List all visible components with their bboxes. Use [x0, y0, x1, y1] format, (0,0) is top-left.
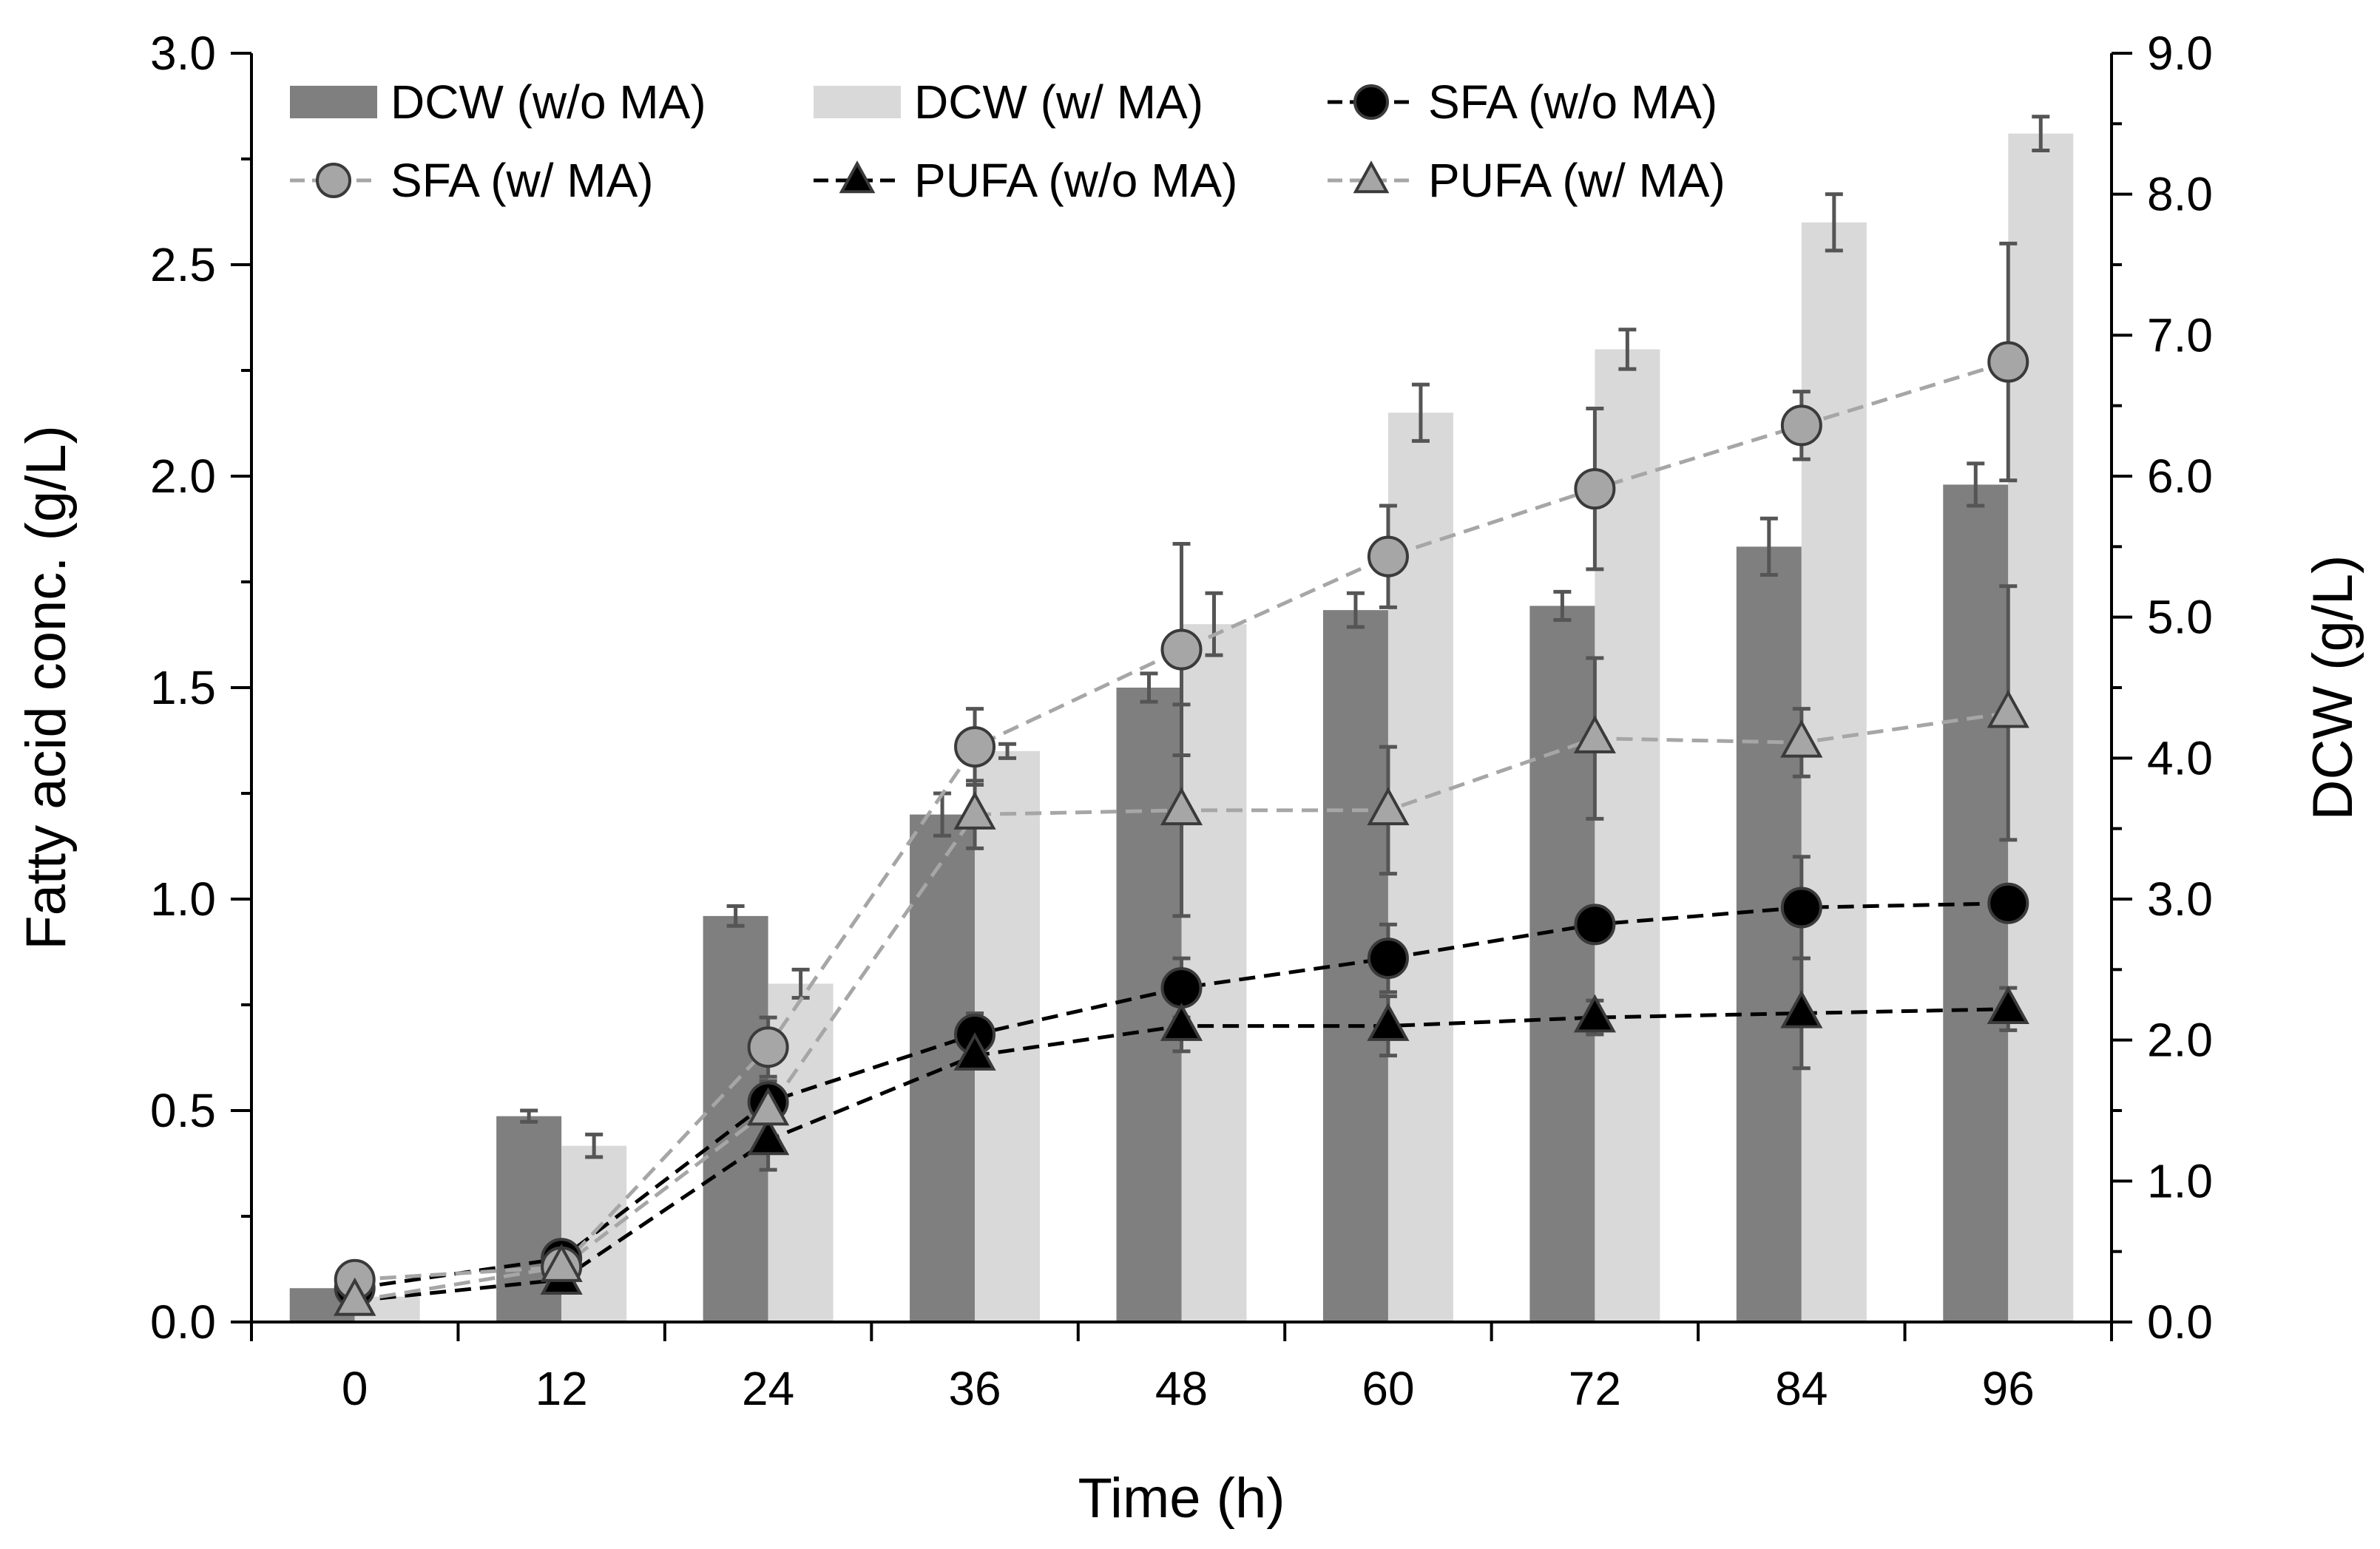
y-tick-label: 3.0 — [150, 27, 216, 80]
bar-dcw-w-ma-7 — [1801, 222, 1867, 1322]
x-tick-label: 60 — [1362, 1362, 1414, 1415]
point-sfa-wo-ma-6 — [1574, 904, 1616, 946]
point-pufa-wo-ma-5 — [1367, 1003, 1410, 1041]
x-tick-label: 48 — [1155, 1362, 1208, 1415]
x-tick-label: 12 — [535, 1362, 588, 1415]
y2-tick-label: 8.0 — [2147, 168, 2213, 221]
point-pufa-w-ma-1 — [540, 1244, 583, 1282]
x-tick-label: 0 — [342, 1362, 368, 1415]
legend-marker-pufa-wo-ma — [839, 160, 876, 194]
point-sfa-w-ma-3 — [954, 726, 996, 768]
point-pufa-wo-ma-4 — [1160, 1003, 1203, 1041]
point-pufa-w-ma-4 — [1160, 787, 1203, 826]
point-pufa-w-ma-0 — [334, 1277, 376, 1316]
y2-tick-label: 5.0 — [2147, 591, 2213, 644]
legend-label-dcw-wo-ma: DCW (w/o MA) — [391, 75, 706, 129]
x-tick-label: 84 — [1775, 1362, 1828, 1415]
point-pufa-w-ma-3 — [953, 791, 996, 830]
y-tick-label: 1.5 — [150, 661, 216, 714]
y-tick-label: 2.5 — [150, 238, 216, 291]
y2-tick-label: 3.0 — [2147, 872, 2213, 926]
legend-label-sfa-w-ma: SFA (w/ MA) — [391, 154, 654, 207]
legend-label-dcw-w-ma: DCW (w/ MA) — [914, 75, 1203, 129]
legend-label-pufa-w-ma: PUFA (w/ MA) — [1428, 154, 1725, 207]
point-sfa-wo-ma-8 — [1987, 882, 2029, 924]
y2-tick-label: 9.0 — [2147, 27, 2213, 80]
point-pufa-wo-ma-6 — [1573, 994, 1616, 1033]
point-sfa-wo-ma-7 — [1780, 887, 1822, 929]
point-sfa-w-ma-7 — [1780, 404, 1822, 447]
y-tick-label: 1.0 — [150, 872, 216, 926]
bar-dcw-wo-ma-6 — [1529, 606, 1595, 1322]
y2-tick-label: 0.0 — [2147, 1295, 2213, 1349]
point-sfa-wo-ma-5 — [1367, 938, 1409, 980]
y-axis-title: Fatty acid conc. (g/L) — [15, 425, 78, 950]
point-pufa-w-ma-5 — [1367, 787, 1410, 826]
legend-label-sfa-wo-ma: SFA (w/o MA) — [1428, 75, 1717, 129]
y2-tick-label: 7.0 — [2147, 308, 2213, 362]
point-pufa-w-ma-8 — [1987, 689, 2029, 728]
line-sfa-w-ma — [354, 360, 2009, 1282]
point-sfa-w-ma-4 — [1160, 628, 1203, 671]
legend: DCW (w/o MA) DCW (w/ MA) SFA (w/o MA) SFA (… — [290, 75, 1725, 207]
point-pufa-w-ma-6 — [1573, 715, 1616, 753]
axes-layer: Time (h) Fatty acid conc. (g/L) DCW (g/L… — [15, 27, 2364, 1530]
lines-layer — [334, 241, 2029, 1316]
y-tick-label: 0.5 — [150, 1084, 216, 1137]
point-pufa-wo-ma-7 — [1780, 989, 1823, 1028]
legend-marker-sfa-w-ma — [316, 163, 351, 198]
y2-tick-label: 4.0 — [2147, 731, 2213, 784]
point-pufa-w-ma-7 — [1780, 719, 1823, 758]
bar-dcw-wo-ma-7 — [1736, 546, 1802, 1323]
point-sfa-w-ma-8 — [1987, 341, 2029, 383]
legend-swatch-dcw-w-ma — [814, 86, 901, 118]
x-tick-label: 72 — [1569, 1362, 1621, 1415]
bar-dcw-w-ma-6 — [1595, 349, 1660, 1322]
legend-label-pufa-wo-ma: PUFA (w/o MA) — [914, 154, 1237, 207]
point-sfa-w-ma-2 — [747, 1026, 789, 1068]
y2-tick-label: 6.0 — [2147, 450, 2213, 503]
legend-swatch-dcw-wo-ma — [290, 86, 377, 118]
y2-axis-title: DCW (g/L) — [2302, 555, 2364, 821]
point-pufa-wo-ma-3 — [953, 1032, 996, 1071]
x-tick-label: 24 — [742, 1362, 794, 1415]
point-pufa-wo-ma-8 — [1987, 986, 2029, 1024]
y2-tick-label: 2.0 — [2147, 1014, 2213, 1067]
point-pufa-w-ma-2 — [747, 1087, 790, 1126]
y-tick-label: 2.0 — [150, 450, 216, 503]
x-tick-label: 96 — [1982, 1362, 2035, 1415]
y2-tick-label: 1.0 — [2147, 1154, 2213, 1207]
point-pufa-wo-ma-2 — [747, 1116, 790, 1156]
y-tick-label: 0.0 — [150, 1295, 216, 1349]
legend-marker-sfa-wo-ma — [1353, 84, 1389, 120]
point-sfa-w-ma-6 — [1574, 468, 1616, 510]
legend-marker-pufa-w-ma — [1353, 160, 1390, 194]
point-sfa-wo-ma-4 — [1160, 967, 1203, 1009]
x-tick-label: 36 — [948, 1362, 1001, 1415]
point-sfa-w-ma-5 — [1367, 535, 1409, 577]
x-axis-title: Time (h) — [1078, 1467, 1285, 1530]
